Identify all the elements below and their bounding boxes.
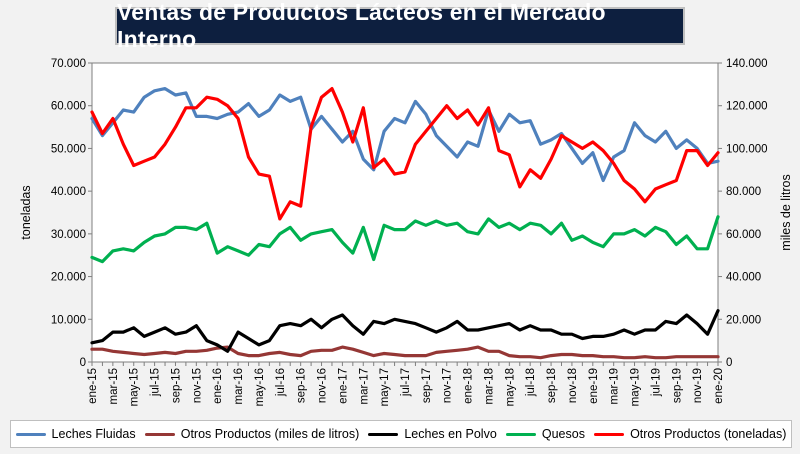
x-tick-label: nov-19 bbox=[692, 368, 704, 403]
x-tick-label: ene-17 bbox=[337, 368, 349, 404]
series-line-1 bbox=[90, 345, 720, 360]
series-line-4 bbox=[90, 86, 720, 221]
x-tick-label: mar-18 bbox=[483, 368, 495, 404]
x-tick-label: mar-15 bbox=[108, 368, 120, 404]
y-left-axis-title: toneladas bbox=[19, 185, 33, 239]
x-tick-label: mar-16 bbox=[233, 368, 245, 404]
y-left-tick-label: 70.000 bbox=[51, 58, 86, 70]
x-tick-label: ene-20 bbox=[713, 368, 725, 404]
y-left-tick-label: 0 bbox=[80, 357, 86, 369]
x-tick-label: ene-18 bbox=[463, 368, 475, 404]
y-right-tick-label: 120.000 bbox=[726, 101, 768, 113]
x-tick-label: jul-15 bbox=[150, 368, 162, 397]
legend-swatch-quesos bbox=[505, 432, 536, 436]
x-tick-label: sep-16 bbox=[296, 368, 308, 403]
legend-swatch-leches-polvo bbox=[368, 432, 399, 436]
legend-item-quesos: Quesos bbox=[505, 427, 585, 441]
chart-legend: Leches Fluidas Otros Productos (miles de… bbox=[10, 420, 792, 448]
x-tick-label: mar-19 bbox=[609, 368, 621, 404]
legend-swatch-leches-fluidas bbox=[15, 432, 46, 436]
y-right-tick-label: 40.000 bbox=[726, 272, 761, 284]
legend-label-quesos: Quesos bbox=[541, 427, 585, 441]
series-line-3 bbox=[90, 215, 720, 264]
legend-label-leches-polvo: Leches en Polvo bbox=[404, 427, 497, 441]
series-line-0 bbox=[90, 86, 720, 183]
y-left-tick-label: 50.000 bbox=[51, 143, 86, 155]
x-tick-label: jul-19 bbox=[650, 368, 662, 397]
y-left-tick-label: 10.000 bbox=[51, 314, 86, 326]
x-tick-label: nov-16 bbox=[317, 368, 329, 403]
y-left-tick-label: 30.000 bbox=[51, 229, 86, 241]
y-left-tick-label: 40.000 bbox=[51, 186, 86, 198]
x-tick-label: sep-19 bbox=[671, 368, 683, 403]
y-right-tick-label: 0 bbox=[726, 357, 732, 369]
y-right-axis-title: miles de litros bbox=[779, 174, 793, 250]
x-tick-label: jul-18 bbox=[525, 368, 537, 397]
x-tick-label: ene-15 bbox=[87, 368, 99, 404]
y-left-tick-label: 20.000 bbox=[51, 272, 86, 284]
chart-svg: 0 10.000 20.000 30.000 40.000 50.000 60.000 70.… bbox=[19, 58, 793, 406]
legend-item-otros-toneladas: Otros Productos (toneladas) bbox=[594, 427, 786, 441]
legend-item-otros-litros: Otros Productos (miles de litros) bbox=[144, 427, 360, 441]
chart-title-box: Ventas de Productos Lácteos en el Mercad… bbox=[115, 0, 685, 52]
legend-label-otros-litros: Otros Productos (miles de litros) bbox=[180, 427, 360, 441]
x-tick-label: may-18 bbox=[504, 368, 516, 406]
x-tick-label: nov-18 bbox=[567, 368, 579, 403]
legend-item-leches-polvo: Leches en Polvo bbox=[368, 427, 497, 441]
legend-swatch-otros-litros bbox=[144, 432, 175, 436]
x-tick-label: may-17 bbox=[379, 368, 391, 406]
x-tick-label: sep-15 bbox=[170, 368, 182, 403]
chart-title: Ventas de Productos Lácteos en el Mercad… bbox=[117, 0, 606, 52]
legend-swatch-otros-toneladas bbox=[594, 432, 625, 436]
x-tick-label: may-19 bbox=[630, 368, 642, 406]
legend-label-leches-fluidas: Leches Fluidas bbox=[51, 427, 136, 441]
x-tick-label: sep-18 bbox=[546, 368, 558, 403]
x-tick-label: sep-17 bbox=[421, 368, 433, 403]
x-tick-label: nov-15 bbox=[191, 368, 203, 403]
series-line-2 bbox=[90, 309, 720, 353]
x-tick-label: nov-17 bbox=[442, 368, 454, 403]
y-right-tick-label: 80.000 bbox=[726, 186, 761, 198]
x-tick-label: jul-16 bbox=[275, 368, 287, 397]
x-tick-label: jul-17 bbox=[400, 368, 412, 397]
x-tick-label: mar-17 bbox=[358, 368, 370, 404]
x-tick-label: ene-19 bbox=[588, 368, 600, 404]
y-right-tick-label: 20.000 bbox=[726, 314, 761, 326]
y-right-tick-label: 140.000 bbox=[726, 58, 768, 70]
x-tick-label: ene-16 bbox=[212, 368, 224, 404]
y-right-tick-label: 60.000 bbox=[726, 229, 761, 241]
y-left-tick-label: 60.000 bbox=[51, 101, 86, 113]
y-right-tick-label: 100.000 bbox=[726, 143, 768, 155]
legend-item-leches-fluidas: Leches Fluidas bbox=[15, 427, 136, 441]
x-tick-label: may-15 bbox=[129, 368, 141, 406]
legend-label-otros-toneladas: Otros Productos (toneladas) bbox=[630, 427, 787, 441]
x-tick-label: may-16 bbox=[254, 368, 266, 406]
